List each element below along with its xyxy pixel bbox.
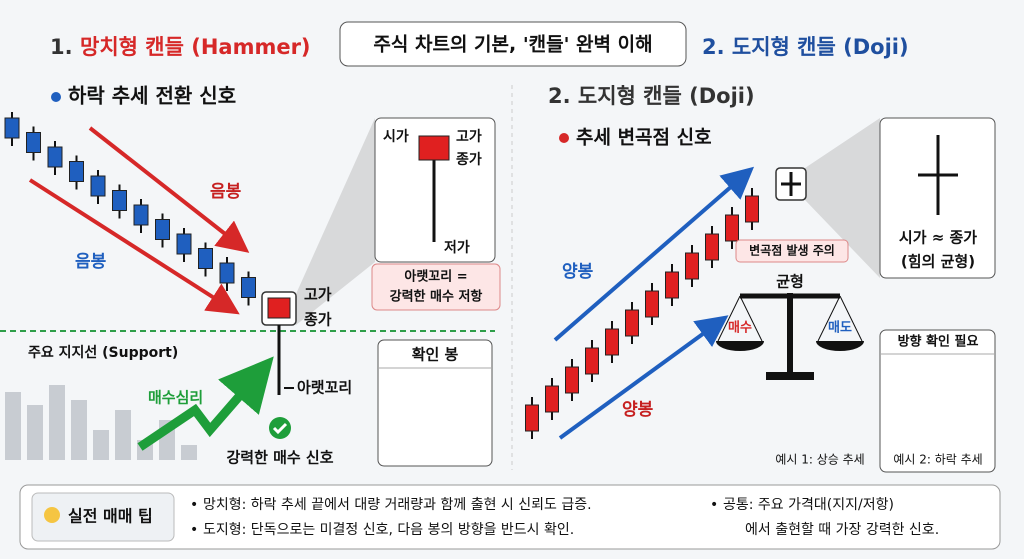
label: 시가 — [383, 129, 409, 145]
bullet: • — [190, 497, 198, 513]
section-heading: 망치형 캔들 (Hammer) — [80, 35, 311, 59]
signal: 강력한 매수 신호 — [226, 449, 333, 467]
volume-bar — [93, 430, 109, 460]
candle — [26, 132, 41, 153]
arrow — [553, 166, 755, 342]
confirm-label: 확인 봉 — [412, 346, 459, 364]
example: 예시 1: 상승 추세 — [775, 453, 864, 467]
candle — [90, 175, 106, 197]
tips-title: 실전 매매 팁 — [68, 507, 153, 526]
candle — [525, 404, 539, 432]
note: 강력한 매수 저항 — [390, 289, 483, 305]
buying-label: 매수심리 — [148, 389, 203, 407]
subtitle: 하락 추세 전환 신호 — [68, 84, 236, 108]
candle — [133, 204, 149, 226]
bullet: • — [190, 522, 198, 538]
support-label: 주요 지지선 (Support) — [28, 345, 178, 361]
inset-text: 시가 ≈ 종가 — [899, 229, 977, 247]
candle — [545, 385, 559, 413]
check — [272, 422, 288, 435]
top-heading: 2. 도지형 캔들 (Doji) — [702, 35, 909, 59]
label: 고가 — [456, 129, 482, 145]
example: 예시 2: 하락 추세 — [893, 453, 982, 467]
candle — [585, 347, 599, 375]
title-box — [339, 21, 687, 67]
candle — [665, 271, 679, 299]
label: 저가 — [444, 240, 470, 256]
candle — [112, 190, 127, 211]
candle — [725, 214, 739, 242]
candle — [565, 366, 579, 394]
doji — [781, 172, 801, 196]
buy-label: 매수 — [728, 321, 752, 336]
candle — [219, 262, 235, 284]
tip: 도지형: 단독으로는 미결정 신호, 다음 봉의 방향을 반드시 확인. — [203, 522, 574, 538]
arrow — [28, 178, 240, 315]
arrow — [558, 315, 729, 440]
arrow-label: 음봉 — [75, 252, 107, 272]
subtitle: 추세 변곡점 신호 — [576, 127, 712, 149]
candle — [69, 161, 84, 182]
bullet: • — [710, 497, 718, 513]
candle — [241, 277, 256, 298]
balance-scale — [716, 293, 864, 380]
candle — [745, 195, 759, 223]
candle — [4, 117, 20, 139]
tips-box — [19, 484, 1001, 550]
zoom-cone — [296, 118, 375, 325]
bulb-icon — [44, 507, 60, 523]
candle — [47, 146, 63, 168]
label: 고가 — [304, 286, 332, 304]
candle — [645, 290, 659, 318]
section-heading: 2. 도지형 캔들 (Doji) — [548, 84, 755, 108]
tip: 에서 출현할 때 가장 강력한 신호. — [745, 522, 939, 538]
volume-bar — [49, 385, 65, 460]
confirm-box — [377, 339, 493, 467]
buying-arrow — [137, 356, 274, 451]
label: 종가 — [456, 152, 482, 168]
candle — [176, 233, 192, 255]
label: 아랫꼬리 — [297, 379, 352, 397]
candle — [605, 328, 619, 356]
note: 아랫꼬리 = — [404, 269, 467, 285]
volume-bar — [181, 445, 197, 460]
volume-bar — [71, 400, 87, 460]
arrow — [88, 126, 250, 253]
candle — [705, 233, 719, 261]
warning-box — [735, 239, 849, 263]
arrow-label: 양봉 — [562, 262, 594, 282]
bullet — [51, 92, 61, 102]
direction-box — [879, 329, 996, 473]
candle — [685, 252, 699, 280]
volume-bar — [115, 410, 131, 460]
candle — [625, 309, 639, 337]
hammer-body — [267, 297, 291, 319]
label: 종가 — [304, 311, 332, 329]
sell-label: 매도 — [828, 321, 852, 336]
balance-label: 균형 — [776, 273, 804, 291]
bullet — [559, 133, 569, 143]
note-box — [371, 263, 501, 311]
arrow-label: 음봉 — [210, 182, 242, 202]
tips-title-box — [31, 492, 175, 542]
tip: 공통: 주요 가격대(지지/저항) — [723, 497, 894, 513]
zoom-cone — [805, 118, 880, 278]
direction-label: 방향 확인 필요 — [898, 334, 979, 350]
arrow-label: 양봉 — [622, 400, 654, 420]
title: 주식 차트의 기본, '캔들' 완벽 이해 — [373, 34, 652, 56]
body — [418, 135, 450, 161]
candle — [155, 219, 170, 240]
volume-bar — [5, 392, 21, 460]
volume-bar — [27, 405, 43, 460]
section-number: 1. — [50, 35, 73, 59]
tip: 망치형: 하락 추세 끝에서 대량 거래량과 함께 출현 시 신뢰도 급증. — [203, 497, 592, 513]
candle — [198, 248, 213, 269]
warning: 변곡점 발생 주의 — [749, 243, 835, 258]
inset-text: (힘의 균형) — [901, 253, 975, 271]
doji-large — [918, 135, 958, 215]
